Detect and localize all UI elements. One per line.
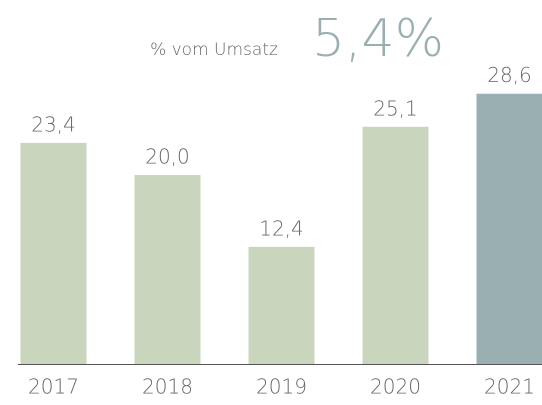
bar (476, 93, 542, 364)
value-label: 28,6 (487, 63, 532, 87)
x-tick-label: 2019 (256, 375, 307, 399)
bar (20, 142, 87, 364)
value-label: 20,0 (145, 145, 190, 169)
value-label: 25,1 (373, 96, 418, 120)
bar (362, 126, 429, 365)
x-tick-label: 2018 (142, 375, 193, 399)
value-label: 23,4 (31, 112, 76, 136)
bar (248, 246, 315, 364)
x-tick-label: 2017 (28, 375, 79, 399)
highlight: 5,4% (312, 9, 444, 69)
x-tick-label: 2020 (370, 375, 421, 399)
value-label: 12,4 (259, 216, 304, 240)
bar (134, 175, 201, 364)
x-tick-label: 2021 (484, 375, 535, 399)
annotation: % vom Umsatz (150, 40, 278, 60)
